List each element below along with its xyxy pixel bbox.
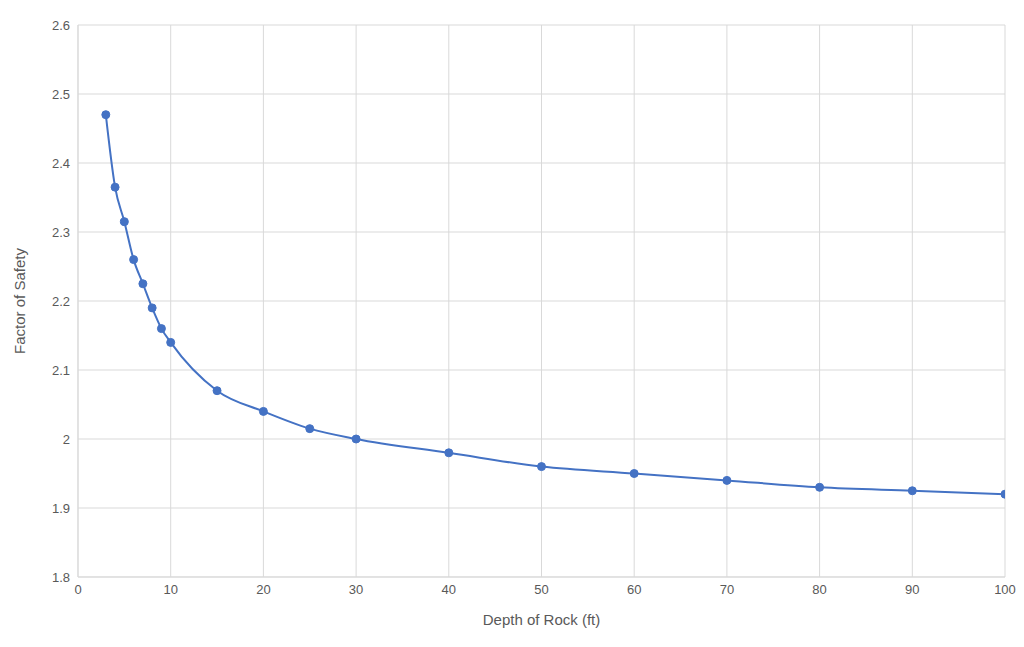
svg-text:2.1: 2.1 [52, 363, 70, 378]
svg-text:Depth of Rock (ft): Depth of Rock (ft) [483, 611, 601, 628]
svg-text:0: 0 [74, 582, 81, 597]
svg-text:2.6: 2.6 [52, 18, 70, 33]
svg-text:2.2: 2.2 [52, 294, 70, 309]
svg-text:80: 80 [812, 582, 826, 597]
svg-text:2: 2 [63, 432, 70, 447]
svg-text:1.9: 1.9 [52, 501, 70, 516]
svg-text:2.3: 2.3 [52, 225, 70, 240]
svg-text:2.4: 2.4 [52, 156, 70, 171]
svg-text:20: 20 [256, 582, 270, 597]
svg-text:40: 40 [442, 582, 456, 597]
svg-text:90: 90 [905, 582, 919, 597]
svg-text:70: 70 [720, 582, 734, 597]
svg-text:1.8: 1.8 [52, 570, 70, 585]
svg-text:Factor of Safety: Factor of Safety [11, 248, 28, 354]
svg-text:100: 100 [994, 582, 1016, 597]
svg-text:10: 10 [163, 582, 177, 597]
svg-text:30: 30 [349, 582, 363, 597]
svg-text:50: 50 [534, 582, 548, 597]
svg-text:2.5: 2.5 [52, 87, 70, 102]
svg-text:60: 60 [627, 582, 641, 597]
